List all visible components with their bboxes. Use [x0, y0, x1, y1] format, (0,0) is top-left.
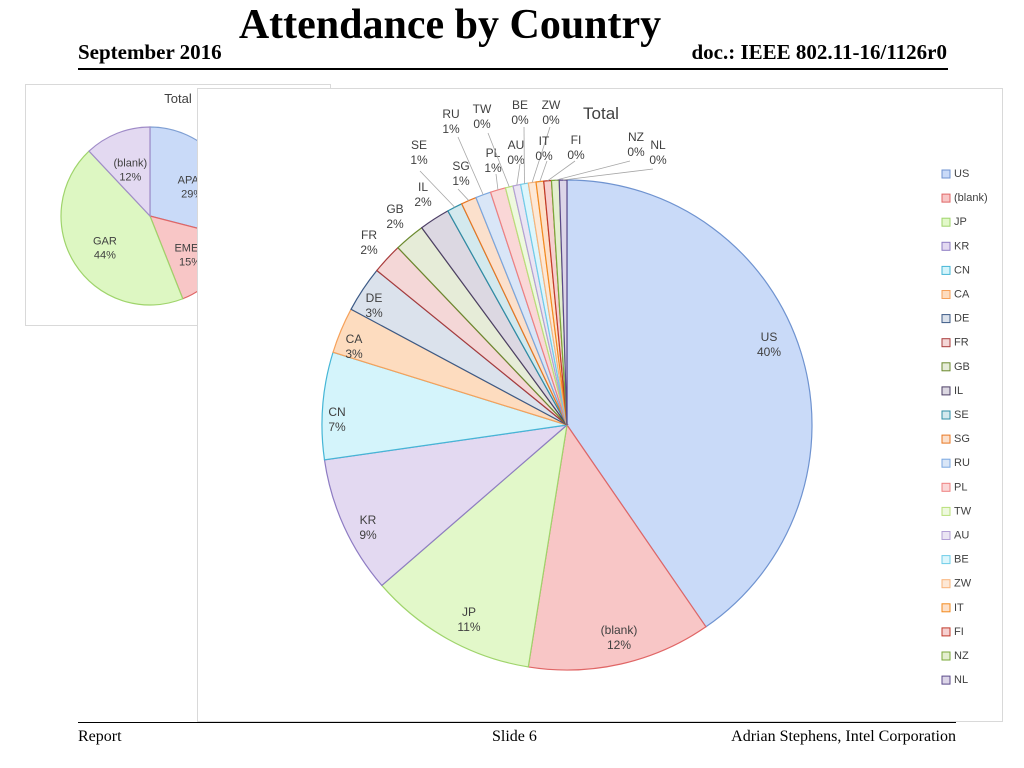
data-label-se: SE 1%: [410, 138, 428, 167]
leader-line-nz: [555, 160, 631, 181]
leader-line-pl: [495, 173, 499, 190]
chart-title: Total: [164, 91, 192, 106]
legend-swatch-tw: [941, 506, 951, 516]
data-label-gb: GB 2%: [386, 202, 404, 231]
legend-label-fr: FR: [954, 337, 969, 349]
legend-label-it: IT: [954, 602, 964, 614]
legend-label-blank: (blank): [954, 192, 988, 204]
legend-label-tw: TW: [954, 505, 972, 517]
data-label-pl: PL 1%: [484, 146, 502, 175]
header-date: September 2016: [78, 40, 222, 64]
legend-swatch-au: [941, 531, 951, 540]
leader-line-zw: [531, 126, 551, 183]
legend-swatch-ca: [941, 290, 951, 299]
data-label-nz: NZ 0%: [627, 130, 645, 159]
data-label-us: US 40%: [757, 330, 781, 359]
footer-divider: [78, 722, 956, 723]
data-label-fi: FI 0%: [567, 133, 585, 162]
legend-label-ca: CA: [954, 289, 970, 301]
pie-slice-kr: [323, 424, 569, 587]
country-pie-chart: Total US 40% (blank) 12% JP 11% KR 9% CN 7% CA 3%DE 3…: [321, 98, 988, 686]
data-label-it: IT 0%: [535, 134, 553, 163]
legend-swatch-it: [941, 603, 951, 613]
legend-swatch-ru: [941, 458, 951, 468]
leader-line-sg: [457, 188, 470, 201]
legend-swatch-sg: [941, 434, 951, 444]
legend-label-cn: CN: [954, 264, 970, 276]
pie-slice-blank: [527, 423, 707, 671]
data-label-gar: GAR 44%: [93, 236, 117, 262]
legend-label-gb: GB: [954, 361, 970, 373]
data-label-blank: (blank) 12%: [114, 157, 148, 183]
leader-line-it: [539, 160, 548, 182]
legend-label-zw: ZW: [954, 578, 972, 590]
data-label-blank: (blank) 12%: [601, 623, 638, 652]
footer-author: Adrian Stephens, Intel Corporation: [731, 728, 956, 745]
leader-line-nl: [563, 168, 654, 181]
data-label-zw: ZW 0%: [542, 98, 561, 127]
legend-label-sg: SG: [954, 433, 970, 445]
data-label-au: AU 0%: [507, 138, 525, 167]
leader-line-au: [516, 163, 521, 186]
data-label-kr: KR 9%: [359, 513, 377, 542]
header-divider: [78, 68, 948, 70]
footer-left: Report: [78, 728, 122, 745]
leader-line-tw: [487, 132, 510, 188]
legend-label-kr: KR: [954, 240, 969, 252]
leader-line-se: [419, 170, 456, 208]
legend-label-de: DE: [954, 313, 969, 325]
legend-swatch-be: [941, 555, 951, 565]
legend-label-au: AU: [954, 530, 969, 542]
legend-swatch-jp: [941, 217, 951, 227]
legend-swatch-nz: [941, 651, 951, 661]
legend-label-be: BE: [954, 554, 969, 566]
footer-slide-number: Slide 6: [492, 728, 537, 745]
legend-swatch-de: [941, 314, 951, 324]
legend-label-il: IL: [954, 385, 963, 397]
legend-swatch-gb: [941, 362, 951, 372]
data-label-de: DE 3%: [365, 291, 383, 320]
pie-slice-cn: [321, 351, 568, 461]
legend-swatch-nl: [941, 675, 951, 685]
legend-swatch-pl: [941, 482, 951, 492]
slide-title: Attendance by Country: [238, 2, 662, 48]
data-label-cn: CN 7%: [328, 405, 346, 434]
legend-label-fi: FI: [954, 626, 964, 638]
country-pie-chart-panel: Total US 40% (blank) 12% JP 11% KR 9% CN 7% CA 3% DE 3…: [197, 88, 1003, 722]
data-label-be: BE 0%: [511, 98, 529, 127]
legend-label-se: SE: [954, 409, 969, 421]
pie-slice-jp: [380, 423, 568, 668]
legend-swatch-fr: [941, 338, 951, 348]
data-label-ca: CA 3%: [345, 332, 363, 361]
legend-label-nz: NZ: [954, 650, 969, 662]
data-label-nl: NL 0%: [649, 138, 667, 167]
pie-slice-blank: [88, 126, 151, 218]
legend-swatch-cn: [941, 265, 951, 275]
data-label-fr: FR 2%: [360, 228, 378, 257]
legend-swatch-kr: [941, 241, 951, 251]
data-label-ru: RU 1%: [442, 107, 460, 136]
pie-slice-gar: [60, 150, 184, 306]
data-label-tw: TW 0%: [473, 102, 492, 131]
chart-title: Total: [583, 104, 619, 123]
legend-swatch-il: [941, 386, 951, 396]
legend-swatch-us: [941, 169, 951, 179]
header-doc-id: doc.: IEEE 802.11-16/1126r0: [691, 40, 947, 64]
legend-swatch-se: [941, 410, 951, 420]
legend-swatch-blank: [941, 193, 951, 203]
data-label-jp: JP 11%: [457, 605, 480, 634]
data-label-sg: SG 1%: [452, 159, 470, 188]
data-label-il: IL 2%: [414, 180, 432, 209]
legend-label-pl: PL: [954, 481, 967, 493]
legend-label-jp: JP: [954, 216, 967, 228]
leader-line-ru: [457, 136, 484, 195]
legend-swatch-fi: [941, 627, 951, 637]
pie-slice-us: [566, 179, 813, 628]
leader-line-fi: [547, 160, 576, 182]
legend-label-nl: NL: [954, 674, 968, 686]
legend-label-ru: RU: [954, 457, 970, 469]
legend-swatch-zw: [941, 579, 951, 589]
legend-label-us: US: [954, 168, 969, 180]
